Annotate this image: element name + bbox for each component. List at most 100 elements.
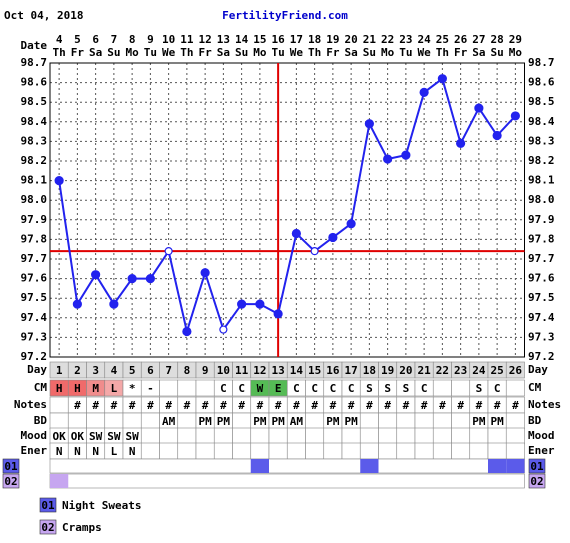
- plot-frame: [49, 62, 525, 358]
- legend-code: 02: [41, 521, 54, 534]
- row-cell-text: #: [330, 399, 337, 412]
- date-label: 28: [491, 33, 504, 46]
- row-cell-text: N: [129, 445, 136, 458]
- weekday-label: Tu: [272, 46, 285, 59]
- row-cell: [487, 427, 507, 445]
- row-cell-text: #: [366, 399, 373, 412]
- row-cell-text: #: [494, 399, 501, 412]
- row-cell-text: N: [56, 445, 63, 458]
- row-cell-text: 6: [147, 364, 154, 377]
- row-cell-text: 22: [436, 364, 449, 377]
- row-cell-text: -: [147, 382, 154, 395]
- y-tick-label: 98.0: [21, 193, 48, 206]
- y-tick-label: 97.9: [528, 213, 555, 226]
- row-cell-text: #: [184, 399, 191, 412]
- row-cell-text: #: [74, 399, 81, 412]
- row-cell: [396, 427, 416, 445]
- y-tick-label: 97.4: [528, 311, 555, 324]
- row-cell: [86, 412, 106, 430]
- y-tick-label: 98.7: [528, 56, 555, 69]
- row-cell-text: *: [129, 382, 136, 395]
- row-cell-text: #: [421, 399, 428, 412]
- row-cell-text: 26: [509, 364, 523, 377]
- symptom-code-box: [528, 458, 546, 474]
- weekday-label: Tu: [399, 46, 412, 59]
- row-cell: [432, 379, 452, 397]
- y-tick-label: 98.4: [21, 115, 48, 128]
- row-cell: [432, 412, 452, 430]
- temperature-point: [456, 138, 466, 148]
- row-cell-text: PM: [217, 415, 231, 428]
- weekday-label: Th: [53, 46, 66, 59]
- y-tick-label: 97.5: [528, 291, 555, 304]
- temperature-point: [273, 309, 283, 319]
- weekday-label: Th: [180, 46, 193, 59]
- row-cell-text: N: [74, 445, 81, 458]
- row-cell: [432, 427, 452, 445]
- row-cell-text: 8: [184, 364, 191, 377]
- weekday-label: Tu: [144, 46, 157, 59]
- row-cell: [232, 427, 252, 445]
- date-label: 17: [290, 33, 303, 46]
- row-cell: [286, 427, 306, 445]
- weekday-label: Sa: [89, 46, 102, 59]
- row-cell-text: 1: [56, 364, 63, 377]
- row-cell-text: AM: [290, 415, 304, 428]
- row-cell-text: PM: [199, 415, 213, 428]
- row-cell: [414, 412, 434, 430]
- row-cell: [177, 427, 197, 445]
- row-label: CM: [34, 381, 48, 394]
- row-cell-text: PM: [345, 415, 359, 428]
- row-cell: [451, 412, 471, 430]
- symptom-code-box: [528, 473, 546, 489]
- y-tick-label: 97.3: [528, 330, 555, 343]
- y-tick-label: 98.5: [528, 95, 555, 108]
- temperature-point: [474, 103, 484, 113]
- date-label: 19: [326, 33, 339, 46]
- row-cell-text: SW: [126, 430, 140, 443]
- temperature-point: [91, 270, 101, 280]
- date-label: 15: [253, 33, 266, 46]
- row-cell-text: #: [512, 399, 519, 412]
- row-cell: [432, 442, 452, 460]
- weekday-label: Sa: [472, 46, 485, 59]
- row-cell: [451, 379, 471, 397]
- y-tick-label: 97.3: [21, 330, 48, 343]
- row-cell: [414, 427, 434, 445]
- row-cell-text: 25: [491, 364, 504, 377]
- temperature-point: [72, 299, 82, 309]
- row-cell: [487, 442, 507, 460]
- row-cell: [451, 442, 471, 460]
- row-cell: [359, 442, 379, 460]
- row-cell-text: 23: [454, 364, 467, 377]
- date-label: 12: [199, 33, 212, 46]
- row-cell-text: M: [92, 382, 99, 395]
- row-cell: [268, 442, 288, 460]
- row-cell-text: #: [165, 399, 172, 412]
- temperature-point: [200, 268, 210, 278]
- weekday-label: Su: [491, 46, 504, 59]
- symptom-code-box: [2, 473, 20, 489]
- date-label: 27: [472, 33, 485, 46]
- symptom-code: 01: [4, 460, 18, 473]
- symptom-code: 02: [530, 475, 543, 488]
- row-cell: [49, 396, 69, 414]
- row-band: [49, 473, 525, 489]
- row-cell: [286, 442, 306, 460]
- row-cell-text: C: [238, 382, 245, 395]
- weekday-label: Fr: [71, 46, 85, 59]
- row-cell: [49, 412, 69, 430]
- y-tick-label: 97.7: [528, 252, 555, 265]
- row-cell-text: 19: [381, 364, 394, 377]
- header-date: Oct 04, 2018: [4, 9, 83, 22]
- y-tick-label: 97.8: [528, 232, 555, 245]
- row-label: Ener: [528, 444, 555, 457]
- symptom-cell: [506, 459, 525, 473]
- row-cell-text: AM: [162, 415, 176, 428]
- row-cell-text: PM: [491, 415, 505, 428]
- temperature-point: [364, 119, 374, 129]
- symptom-cell: [488, 459, 507, 473]
- date-label: 8: [129, 33, 136, 46]
- row-cell-text: #: [293, 399, 300, 412]
- row-cell-text: L: [111, 445, 118, 458]
